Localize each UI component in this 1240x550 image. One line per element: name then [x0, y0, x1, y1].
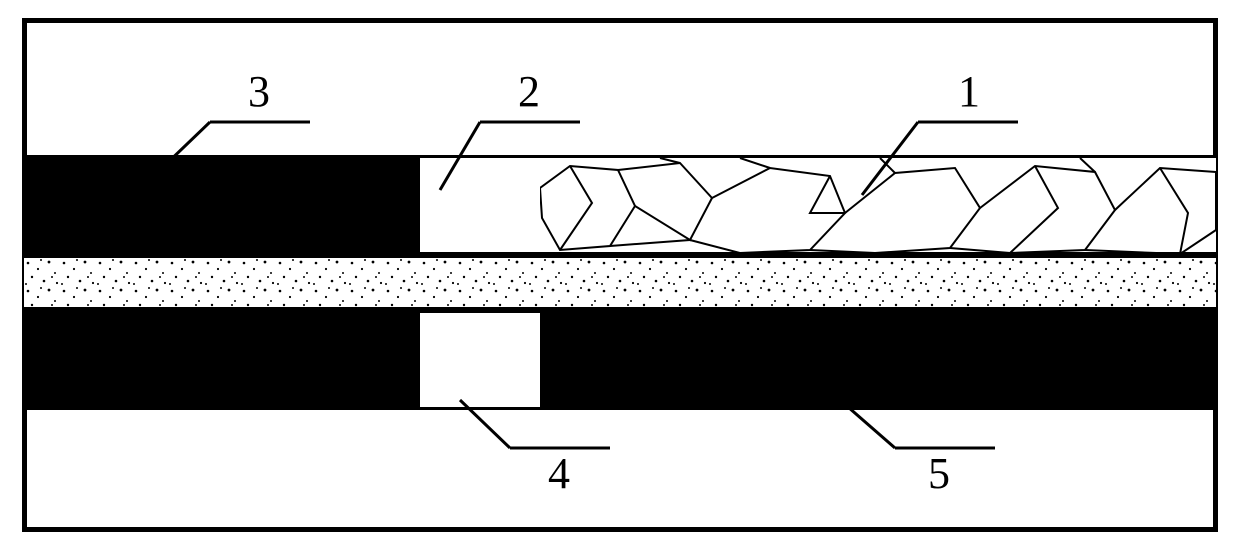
- cracked-pattern-svg: [540, 158, 1216, 255]
- label-1: 1: [958, 70, 980, 114]
- label-3: 3: [248, 70, 270, 114]
- mid-speckle-layer: [24, 255, 1216, 310]
- region-2-white: [420, 155, 540, 255]
- label-4: 4: [548, 452, 570, 496]
- region-3-black: [24, 155, 420, 255]
- region-5-black: [540, 310, 1216, 410]
- speckle-pattern-svg: [24, 258, 1216, 310]
- region-1-cracked: [540, 155, 1216, 255]
- region-bottom-left-black: [24, 310, 420, 410]
- region-4-white: [420, 310, 540, 410]
- label-2: 2: [518, 70, 540, 114]
- label-5: 5: [928, 452, 950, 496]
